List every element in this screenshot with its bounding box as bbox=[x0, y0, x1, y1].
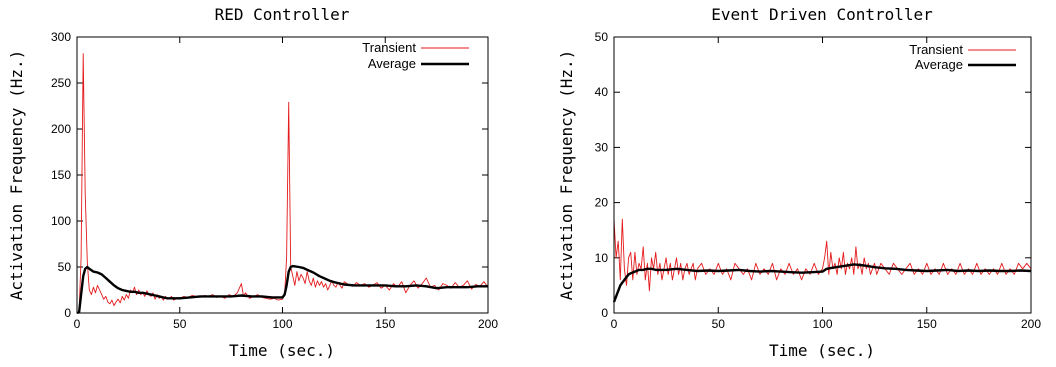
x-tick-label: 150 bbox=[917, 317, 937, 331]
plot-frame bbox=[76, 36, 489, 314]
series-line-average bbox=[76, 264, 488, 315]
y-tick-label: 150 bbox=[51, 168, 71, 182]
legend: Transient Average bbox=[362, 40, 469, 71]
chart-title: Event Driven Controller bbox=[711, 5, 933, 24]
y-tick-label: 200 bbox=[51, 122, 71, 136]
plot-frame bbox=[613, 36, 1032, 314]
axis-ticks: 0 50 100 150 200 0 10 20 30 40 50 bbox=[595, 30, 1042, 331]
y-tick-label: 300 bbox=[51, 30, 71, 44]
y-tick-label: 10 bbox=[595, 251, 609, 265]
y-tick-label: 0 bbox=[601, 306, 608, 320]
y-tick-label: 250 bbox=[51, 76, 71, 90]
series-line-transient bbox=[76, 53, 489, 314]
y-tick-label: 30 bbox=[595, 140, 609, 154]
series-line-average bbox=[612, 263, 1032, 303]
y-tick-label: 0 bbox=[64, 306, 71, 320]
legend-label-transient: Transient bbox=[909, 42, 963, 57]
x-tick-label: 0 bbox=[74, 317, 81, 331]
red-controller-chart: RED Controller Activation Frequency (Hz.… bbox=[7, 5, 498, 360]
y-tick-label: 20 bbox=[595, 196, 609, 210]
legend: Transient Average bbox=[909, 42, 1016, 72]
y-tick-label: 50 bbox=[58, 260, 72, 274]
x-tick-label: 100 bbox=[812, 317, 832, 331]
x-tick-label: 50 bbox=[173, 317, 187, 331]
series-line-transient bbox=[613, 218, 1032, 292]
x-axis-label: Time (sec.) bbox=[229, 341, 335, 360]
event-driven-controller-chart: Event Driven Controller Activation Frequ… bbox=[557, 5, 1041, 360]
x-tick-label: 0 bbox=[611, 317, 618, 331]
legend-label-average: Average bbox=[915, 57, 963, 72]
legend-label-transient: Transient bbox=[362, 40, 416, 55]
y-axis-label: Activation Frequency (Hz.) bbox=[557, 50, 576, 300]
legend-label-average: Average bbox=[368, 56, 416, 71]
x-tick-label: 150 bbox=[375, 317, 395, 331]
chart-title: RED Controller bbox=[215, 5, 350, 24]
x-tick-label: 100 bbox=[272, 317, 292, 331]
x-tick-label: 200 bbox=[478, 317, 498, 331]
axis-ticks: 0 50 100 150 200 0 50 100 150 200 250 300 bbox=[51, 30, 498, 331]
y-tick-label: 100 bbox=[51, 214, 71, 228]
x-tick-label: 50 bbox=[712, 317, 726, 331]
series-layer bbox=[76, 53, 489, 315]
series-layer bbox=[612, 218, 1032, 303]
y-tick-label: 50 bbox=[595, 30, 609, 44]
x-axis-label: Time (sec.) bbox=[769, 341, 875, 360]
x-tick-label: 200 bbox=[1021, 317, 1041, 331]
y-tick-label: 40 bbox=[595, 85, 609, 99]
y-axis-label: Activation Frequency (Hz.) bbox=[7, 50, 26, 300]
